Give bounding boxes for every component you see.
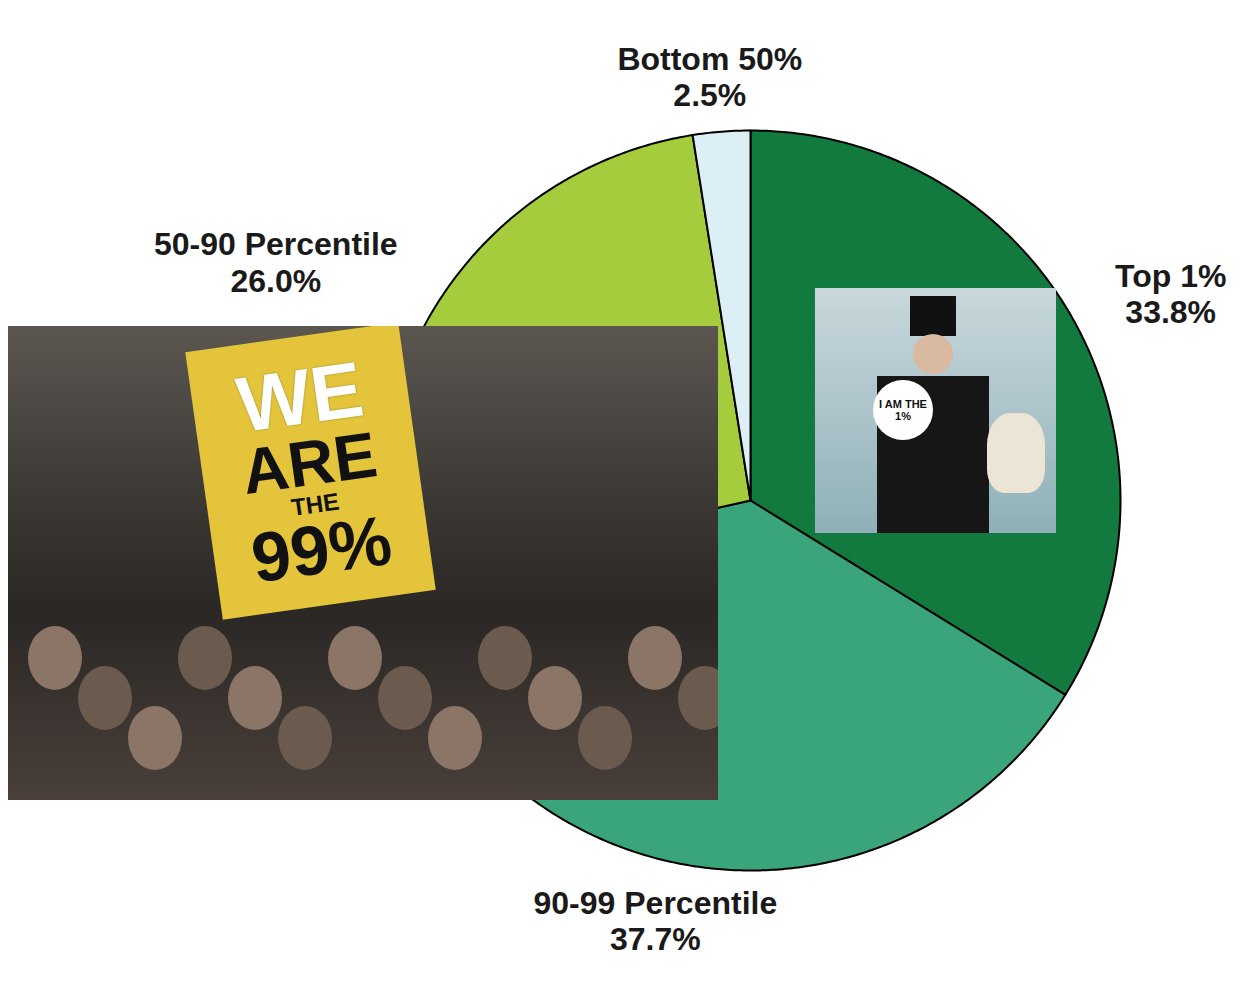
html-text:I AM THE 1%: I AM THE 1% bbox=[879, 397, 927, 422]
html-text:WE: WE bbox=[231, 344, 369, 449]
html-text:ARE: ARE bbox=[237, 418, 382, 509]
svg-text:90-99 Percentile37.7%: 90-99 Percentile37.7% bbox=[534, 884, 778, 957]
svg-text:Bottom 50%2.5%: Bottom 50%2.5% bbox=[617, 41, 802, 114]
html-text:THE: THE bbox=[289, 487, 341, 521]
svg-text:50-90 Percentile26.0%: 50-90 Percentile26.0% bbox=[154, 226, 398, 299]
svg-text:Top 1%33.8%: Top 1%33.8% bbox=[1115, 258, 1226, 331]
html-text:99%: 99% bbox=[246, 500, 397, 598]
